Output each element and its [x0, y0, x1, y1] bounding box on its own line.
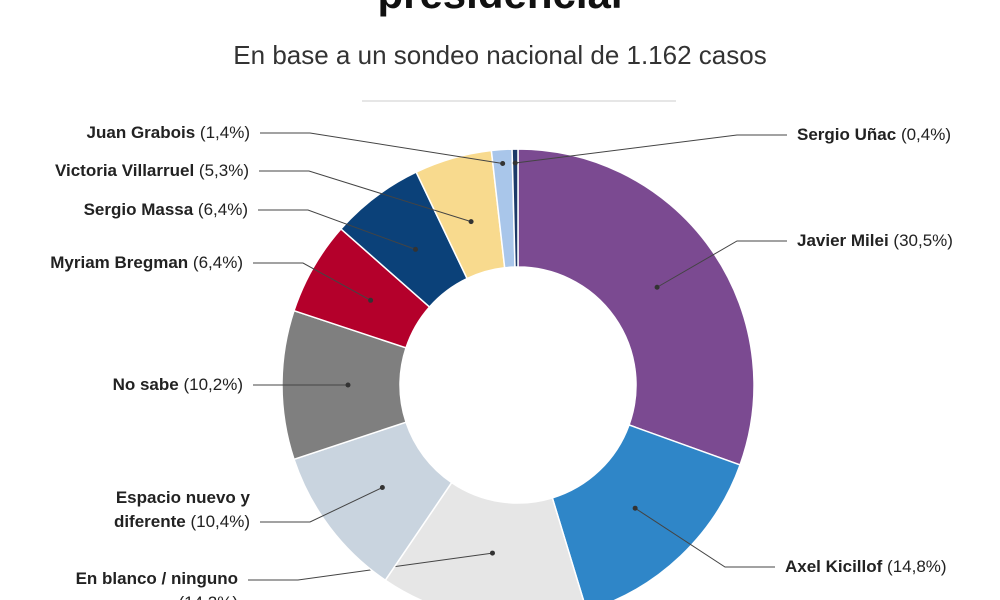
label-name: Javier Milei: [797, 231, 889, 250]
chart-subtitle: En base a un sondeo nacional de 1.162 ca…: [233, 40, 767, 70]
leader-line: [260, 487, 383, 523]
slice-label: Juan Grabois (1,4%): [30, 121, 250, 145]
donut-hole: [401, 268, 635, 502]
label-name: Myriam Bregman: [50, 253, 189, 272]
slice-label: Sergio Massa (6,4%): [28, 198, 248, 222]
label-name: Espacio nuevo y diferente: [113, 488, 250, 531]
leader-dot: [512, 160, 518, 166]
leader-line: [260, 132, 503, 165]
slice-label: Sergio Uñac (0,4%): [797, 123, 997, 147]
leader-dot: [654, 284, 660, 290]
leader-dot: [413, 246, 419, 252]
chart-title: presidencial: [0, 0, 1000, 18]
donut-slice: [551, 424, 742, 600]
leader-line: [259, 170, 472, 223]
leader-dot: [489, 550, 495, 556]
value-label: (6,4%): [192, 253, 243, 272]
value-label: (10,2%): [183, 375, 243, 394]
leader-dot: [500, 161, 506, 167]
leader-line: [656, 240, 787, 288]
slice-label: Myriam Bregman (6,4%): [23, 251, 243, 275]
value-label: (14,8%): [887, 557, 947, 576]
label-name: Axel Kicillof: [785, 557, 883, 576]
label-name: Sergio Uñac: [797, 125, 897, 144]
donut-slice: [511, 148, 519, 268]
donut-slice: [517, 148, 755, 466]
value-label: (6,4%): [197, 200, 248, 219]
leader-line: [258, 209, 416, 250]
slice-label: En blanco / ninguno (14,2%): [38, 567, 238, 600]
label-name: En blanco / ninguno: [75, 569, 238, 588]
leader-dot: [345, 382, 351, 388]
leader-line: [253, 262, 371, 301]
label-name: Victoria Villarruel: [54, 161, 195, 180]
slice-label: Victoria Villarruel (5,3%): [9, 159, 249, 183]
label-name: No sabe: [112, 375, 179, 394]
leader-line: [515, 134, 787, 164]
label-name: Sergio Massa: [83, 200, 194, 219]
label-name: Juan Grabois: [86, 123, 196, 142]
slice-label: Espacio nuevo y diferente (10,4%): [80, 486, 250, 534]
value-label: (30,5%): [893, 231, 953, 250]
donut-slice: [384, 481, 585, 600]
slice-label: No sabe (10,2%): [43, 373, 243, 397]
slice-label: Axel Kicillof (14,8%): [785, 555, 985, 579]
leader-dot: [379, 484, 385, 490]
value-label: (14,2%): [178, 593, 238, 600]
value-label: (10,4%): [190, 512, 250, 531]
leader-line: [248, 552, 493, 581]
leader-dot: [632, 505, 638, 511]
leader-line: [634, 507, 775, 568]
slice-label: Javier Milei (30,5%): [797, 229, 997, 253]
value-label: (1,4%): [199, 123, 250, 142]
value-label: (0,4%): [900, 125, 952, 144]
leader-dot: [468, 219, 474, 225]
leader-dot: [368, 297, 374, 303]
value-label: (5,3%): [198, 161, 249, 180]
